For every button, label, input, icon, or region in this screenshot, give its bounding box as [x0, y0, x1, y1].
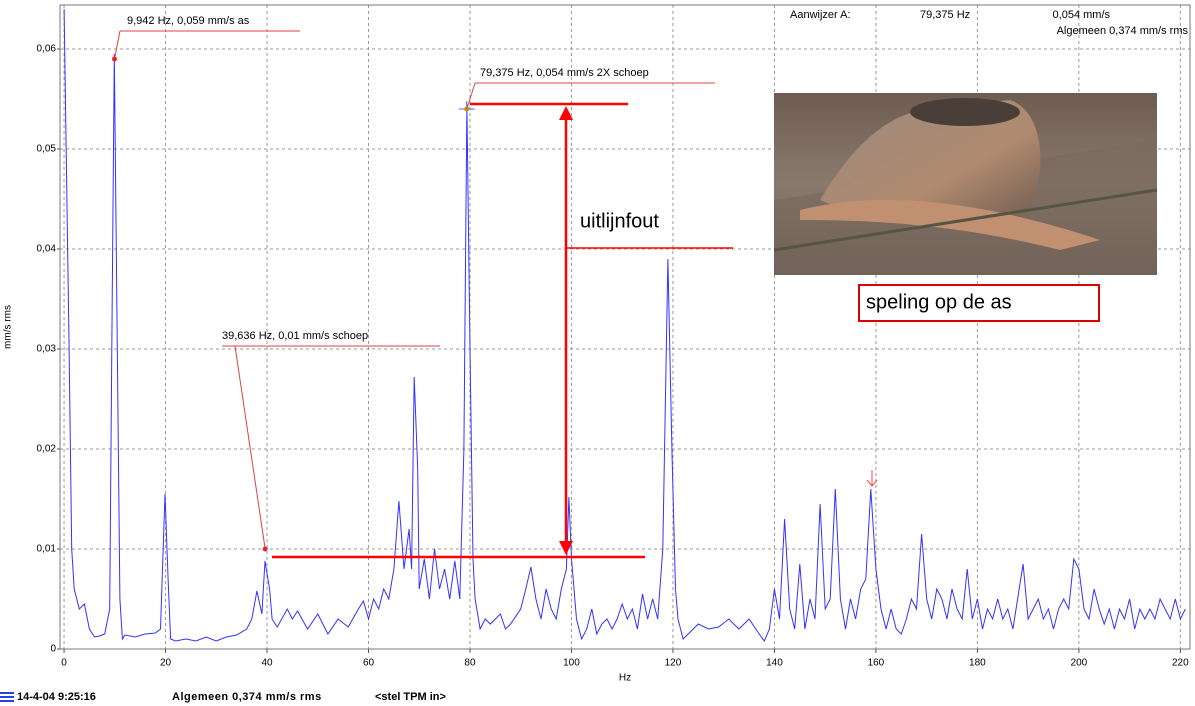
y-tick-label: 0,02: [37, 444, 57, 455]
plot-frame: [59, 4, 1191, 650]
x-tick-label: 0: [61, 658, 67, 669]
clearance-label: speling op de as: [866, 291, 1012, 313]
x-tick-label: 20: [160, 658, 172, 669]
y-tick-label: 0,01: [37, 544, 57, 555]
annotation-point: [262, 546, 268, 552]
annotation-leader: [234, 345, 266, 550]
x-tick-label: 100: [563, 658, 580, 669]
status-timestamp: 14-4-04 9:25:16: [17, 691, 96, 703]
x-tick-label: 120: [665, 658, 682, 669]
y-tick-label: 0,06: [37, 44, 57, 55]
x-tick-label: 160: [868, 658, 885, 669]
x-tick-label: 40: [261, 658, 273, 669]
peak-arrow: [866, 470, 878, 487]
cursor-amplitude: 0,054 mm/s: [1053, 9, 1111, 21]
annotation-point: [464, 106, 470, 112]
clearance-box: [858, 284, 1100, 322]
annotation-point: [112, 56, 118, 62]
impeller-photo: [773, 93, 1158, 275]
x-tick-label: 220: [1172, 658, 1189, 669]
x-tick-label: 180: [969, 658, 986, 669]
x-axis-label: Hz: [619, 673, 631, 684]
cursor-frequency: 79,375 Hz: [920, 9, 970, 21]
x-tick-label: 80: [464, 658, 476, 669]
y-tick-label: 0,04: [37, 244, 57, 255]
x-tick-label: 60: [363, 658, 375, 669]
status-bar: [0, 686, 1195, 706]
status-overall: Algemeen 0,374 mm/s rms: [172, 691, 322, 703]
y-tick-label: 0,05: [37, 144, 57, 155]
cursor-label: Aanwijzer A:: [790, 9, 851, 21]
y-tick-label: 0: [50, 644, 56, 655]
x-tick-label: 200: [1071, 658, 1088, 669]
misalignment-label: uitlijnfout: [580, 210, 659, 232]
status-icon: [0, 692, 14, 702]
y-axis-label: mm/s rms: [3, 305, 14, 349]
annotation-leader: [466, 82, 476, 110]
overall-readout: Algemeen 0,374 mm/s rms: [1057, 25, 1189, 37]
annotation-leader: [114, 30, 121, 60]
x-tick-label: 140: [766, 658, 783, 669]
annotation-label: 9,942 Hz, 0,059 mm/s as: [127, 15, 250, 27]
annotation-label: 39,636 Hz, 0,01 mm/s schoep: [222, 330, 368, 342]
status-tpm[interactable]: <stel TPM in>: [375, 691, 446, 703]
spectrum-line: [63, 8, 1186, 643]
misalignment-callout: [272, 102, 733, 559]
y-tick-label: 0,03: [37, 344, 57, 355]
annotation-label: 79,375 Hz, 0,054 mm/s 2X schoep: [480, 67, 649, 79]
